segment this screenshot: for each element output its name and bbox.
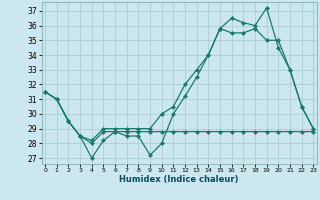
X-axis label: Humidex (Indice chaleur): Humidex (Indice chaleur) xyxy=(119,175,239,184)
